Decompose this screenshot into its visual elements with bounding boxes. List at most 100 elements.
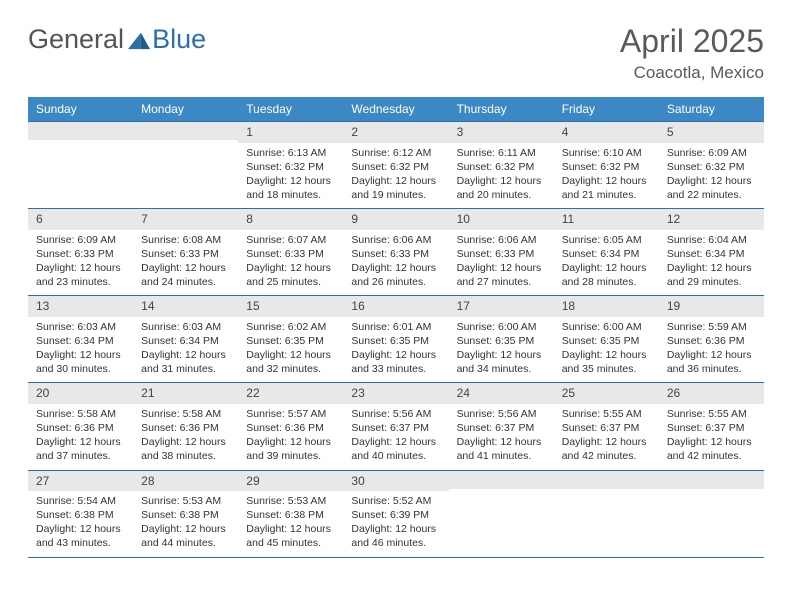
sunrise-text: Sunrise: 5:53 AM [246, 494, 335, 508]
calendar-day-cell: 14Sunrise: 6:03 AMSunset: 6:34 PMDayligh… [133, 296, 238, 383]
sunset-text: Sunset: 6:32 PM [351, 160, 440, 174]
daylight-text: Daylight: 12 hours and 26 minutes. [351, 261, 440, 289]
day-number: 30 [343, 471, 448, 491]
sunset-text: Sunset: 6:37 PM [667, 421, 756, 435]
daylight-text: Daylight: 12 hours and 43 minutes. [36, 522, 125, 550]
calendar-day-cell [659, 470, 764, 557]
sunset-text: Sunset: 6:35 PM [457, 334, 546, 348]
sunrise-text: Sunrise: 5:54 AM [36, 494, 125, 508]
day-number: 20 [28, 383, 133, 403]
calendar-day-cell: 11Sunrise: 6:05 AMSunset: 6:34 PMDayligh… [554, 209, 659, 296]
daylight-text: Daylight: 12 hours and 39 minutes. [246, 435, 335, 463]
sunrise-text: Sunrise: 5:58 AM [36, 407, 125, 421]
sunset-text: Sunset: 6:36 PM [246, 421, 335, 435]
calendar-day-cell: 17Sunrise: 6:00 AMSunset: 6:35 PMDayligh… [449, 296, 554, 383]
sunset-text: Sunset: 6:33 PM [141, 247, 230, 261]
sunrise-text: Sunrise: 5:57 AM [246, 407, 335, 421]
day-details: Sunrise: 5:58 AMSunset: 6:36 PMDaylight:… [28, 404, 133, 470]
sunrise-text: Sunrise: 6:02 AM [246, 320, 335, 334]
calendar-day-cell: 18Sunrise: 6:00 AMSunset: 6:35 PMDayligh… [554, 296, 659, 383]
daylight-text: Daylight: 12 hours and 23 minutes. [36, 261, 125, 289]
calendar-day-cell: 6Sunrise: 6:09 AMSunset: 6:33 PMDaylight… [28, 209, 133, 296]
daylight-text: Daylight: 12 hours and 28 minutes. [562, 261, 651, 289]
calendar-day-cell: 26Sunrise: 5:55 AMSunset: 6:37 PMDayligh… [659, 383, 764, 470]
calendar-day-cell: 20Sunrise: 5:58 AMSunset: 6:36 PMDayligh… [28, 383, 133, 470]
sunset-text: Sunset: 6:33 PM [36, 247, 125, 261]
daylight-text: Daylight: 12 hours and 42 minutes. [562, 435, 651, 463]
day-number: 18 [554, 296, 659, 316]
brand-logo: General Blue [28, 24, 206, 55]
daylight-text: Daylight: 12 hours and 24 minutes. [141, 261, 230, 289]
brand-triangle-icon [128, 30, 150, 50]
day-details: Sunrise: 5:56 AMSunset: 6:37 PMDaylight:… [449, 404, 554, 470]
daylight-text: Daylight: 12 hours and 27 minutes. [457, 261, 546, 289]
daylight-text: Daylight: 12 hours and 30 minutes. [36, 348, 125, 376]
day-number: 28 [133, 471, 238, 491]
day-number [449, 471, 554, 489]
day-number [554, 471, 659, 489]
sunset-text: Sunset: 6:34 PM [36, 334, 125, 348]
sunrise-text: Sunrise: 6:01 AM [351, 320, 440, 334]
day-details: Sunrise: 6:07 AMSunset: 6:33 PMDaylight:… [238, 230, 343, 296]
day-details: Sunrise: 5:57 AMSunset: 6:36 PMDaylight:… [238, 404, 343, 470]
calendar-day-cell: 21Sunrise: 5:58 AMSunset: 6:36 PMDayligh… [133, 383, 238, 470]
calendar-day-cell: 27Sunrise: 5:54 AMSunset: 6:38 PMDayligh… [28, 470, 133, 557]
sunset-text: Sunset: 6:33 PM [457, 247, 546, 261]
sunrise-text: Sunrise: 6:09 AM [36, 233, 125, 247]
day-details: Sunrise: 6:10 AMSunset: 6:32 PMDaylight:… [554, 143, 659, 209]
sunrise-text: Sunrise: 6:00 AM [457, 320, 546, 334]
daylight-text: Daylight: 12 hours and 37 minutes. [36, 435, 125, 463]
calendar-day-cell: 19Sunrise: 5:59 AMSunset: 6:36 PMDayligh… [659, 296, 764, 383]
calendar-day-cell: 29Sunrise: 5:53 AMSunset: 6:38 PMDayligh… [238, 470, 343, 557]
weekday-header-row: Sunday Monday Tuesday Wednesday Thursday… [28, 97, 764, 122]
calendar-week-row: 6Sunrise: 6:09 AMSunset: 6:33 PMDaylight… [28, 209, 764, 296]
sunrise-text: Sunrise: 5:56 AM [351, 407, 440, 421]
sunrise-text: Sunrise: 5:55 AM [667, 407, 756, 421]
title-block: April 2025 Coacotla, Mexico [620, 24, 764, 83]
day-number: 2 [343, 122, 448, 142]
day-details: Sunrise: 6:13 AMSunset: 6:32 PMDaylight:… [238, 143, 343, 209]
sunset-text: Sunset: 6:34 PM [667, 247, 756, 261]
calendar-day-cell: 7Sunrise: 6:08 AMSunset: 6:33 PMDaylight… [133, 209, 238, 296]
daylight-text: Daylight: 12 hours and 29 minutes. [667, 261, 756, 289]
day-number: 14 [133, 296, 238, 316]
day-details: Sunrise: 6:08 AMSunset: 6:33 PMDaylight:… [133, 230, 238, 296]
calendar-day-cell: 10Sunrise: 6:06 AMSunset: 6:33 PMDayligh… [449, 209, 554, 296]
sunset-text: Sunset: 6:39 PM [351, 508, 440, 522]
sunrise-text: Sunrise: 5:59 AM [667, 320, 756, 334]
sunrise-text: Sunrise: 6:03 AM [141, 320, 230, 334]
sunrise-text: Sunrise: 6:07 AM [246, 233, 335, 247]
daylight-text: Daylight: 12 hours and 22 minutes. [667, 174, 756, 202]
sunset-text: Sunset: 6:35 PM [246, 334, 335, 348]
month-title: April 2025 [620, 24, 764, 59]
daylight-text: Daylight: 12 hours and 31 minutes. [141, 348, 230, 376]
day-details: Sunrise: 6:12 AMSunset: 6:32 PMDaylight:… [343, 143, 448, 209]
day-number: 19 [659, 296, 764, 316]
calendar-week-row: 27Sunrise: 5:54 AMSunset: 6:38 PMDayligh… [28, 470, 764, 557]
sunrise-text: Sunrise: 5:52 AM [351, 494, 440, 508]
sunrise-text: Sunrise: 6:04 AM [667, 233, 756, 247]
day-details: Sunrise: 6:02 AMSunset: 6:35 PMDaylight:… [238, 317, 343, 383]
calendar-day-cell [28, 122, 133, 209]
day-number: 24 [449, 383, 554, 403]
daylight-text: Daylight: 12 hours and 32 minutes. [246, 348, 335, 376]
day-number: 3 [449, 122, 554, 142]
day-number: 8 [238, 209, 343, 229]
day-number [659, 471, 764, 489]
daylight-text: Daylight: 12 hours and 44 minutes. [141, 522, 230, 550]
daylight-text: Daylight: 12 hours and 38 minutes. [141, 435, 230, 463]
sunset-text: Sunset: 6:37 PM [457, 421, 546, 435]
day-details: Sunrise: 6:03 AMSunset: 6:34 PMDaylight:… [133, 317, 238, 383]
calendar-week-row: 1Sunrise: 6:13 AMSunset: 6:32 PMDaylight… [28, 122, 764, 209]
calendar-day-cell: 25Sunrise: 5:55 AMSunset: 6:37 PMDayligh… [554, 383, 659, 470]
daylight-text: Daylight: 12 hours and 40 minutes. [351, 435, 440, 463]
calendar-day-cell: 23Sunrise: 5:56 AMSunset: 6:37 PMDayligh… [343, 383, 448, 470]
day-number: 5 [659, 122, 764, 142]
day-number: 21 [133, 383, 238, 403]
day-details: Sunrise: 5:53 AMSunset: 6:38 PMDaylight:… [238, 491, 343, 557]
weekday-header: Saturday [659, 97, 764, 122]
calendar-week-row: 13Sunrise: 6:03 AMSunset: 6:34 PMDayligh… [28, 296, 764, 383]
sunrise-text: Sunrise: 6:03 AM [36, 320, 125, 334]
sunset-text: Sunset: 6:32 PM [246, 160, 335, 174]
day-details: Sunrise: 5:55 AMSunset: 6:37 PMDaylight:… [554, 404, 659, 470]
